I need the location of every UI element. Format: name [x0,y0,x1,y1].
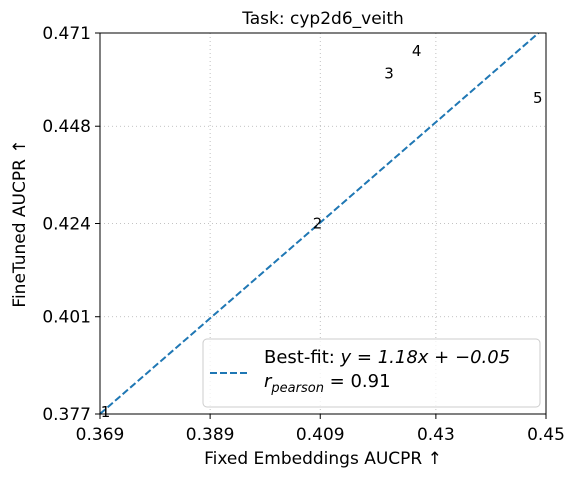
legend-pearson-label: rpearson = 0.91 [264,371,391,396]
point-4: 4 [412,42,422,60]
x-tick-label: 0.43 [417,425,455,445]
x-tick-label: 0.369 [76,425,125,445]
x-ticks: 0.369 0.389 0.409 0.43 0.45 [76,414,565,445]
legend: Best-fit: y = 1.18x + −0.05 rpearson = 0… [202,338,541,408]
legend-pearson-r: r [264,371,273,392]
point-2: 2 [313,215,323,233]
chart-title: Task: cyp2d6_veith [241,9,404,29]
legend-box [202,338,541,408]
legend-fit-prefix: Best-fit: [264,347,341,368]
x-tick-label: 0.409 [296,425,345,445]
point-5: 5 [533,89,543,107]
points-layer: 1 2 34 5 [101,42,543,421]
point-1: 1 [101,403,111,421]
legend-pearson-subscript: pearson [270,381,324,396]
legend-pearson-value: = 0.91 [324,371,391,392]
legend-fit-equation: y = 1.18x + −0.05 [340,347,511,368]
point-3: 3 [384,65,394,83]
fit-layer [99,32,540,415]
y-tick-label: 0.448 [42,117,91,137]
y-tick-label: 0.471 [42,24,91,44]
best-fit-line [99,32,540,415]
legend-fit-label: Best-fit: y = 1.18x + −0.05 [264,347,510,368]
y-tick-label: 0.401 [42,308,91,328]
y-tick-label: 0.377 [42,405,91,425]
x-axis-title: Fixed Embeddings AUCPR ↑ [204,449,442,469]
x-tick-label: 0.45 [527,425,565,445]
y-axis-title: FineTuned AUCPR ↑ [10,139,30,307]
y-ticks: 0.377 0.401 0.424 0.448 0.471 [42,24,100,425]
x-tick-label: 0.389 [186,425,235,445]
y-tick-label: 0.424 [42,215,91,235]
